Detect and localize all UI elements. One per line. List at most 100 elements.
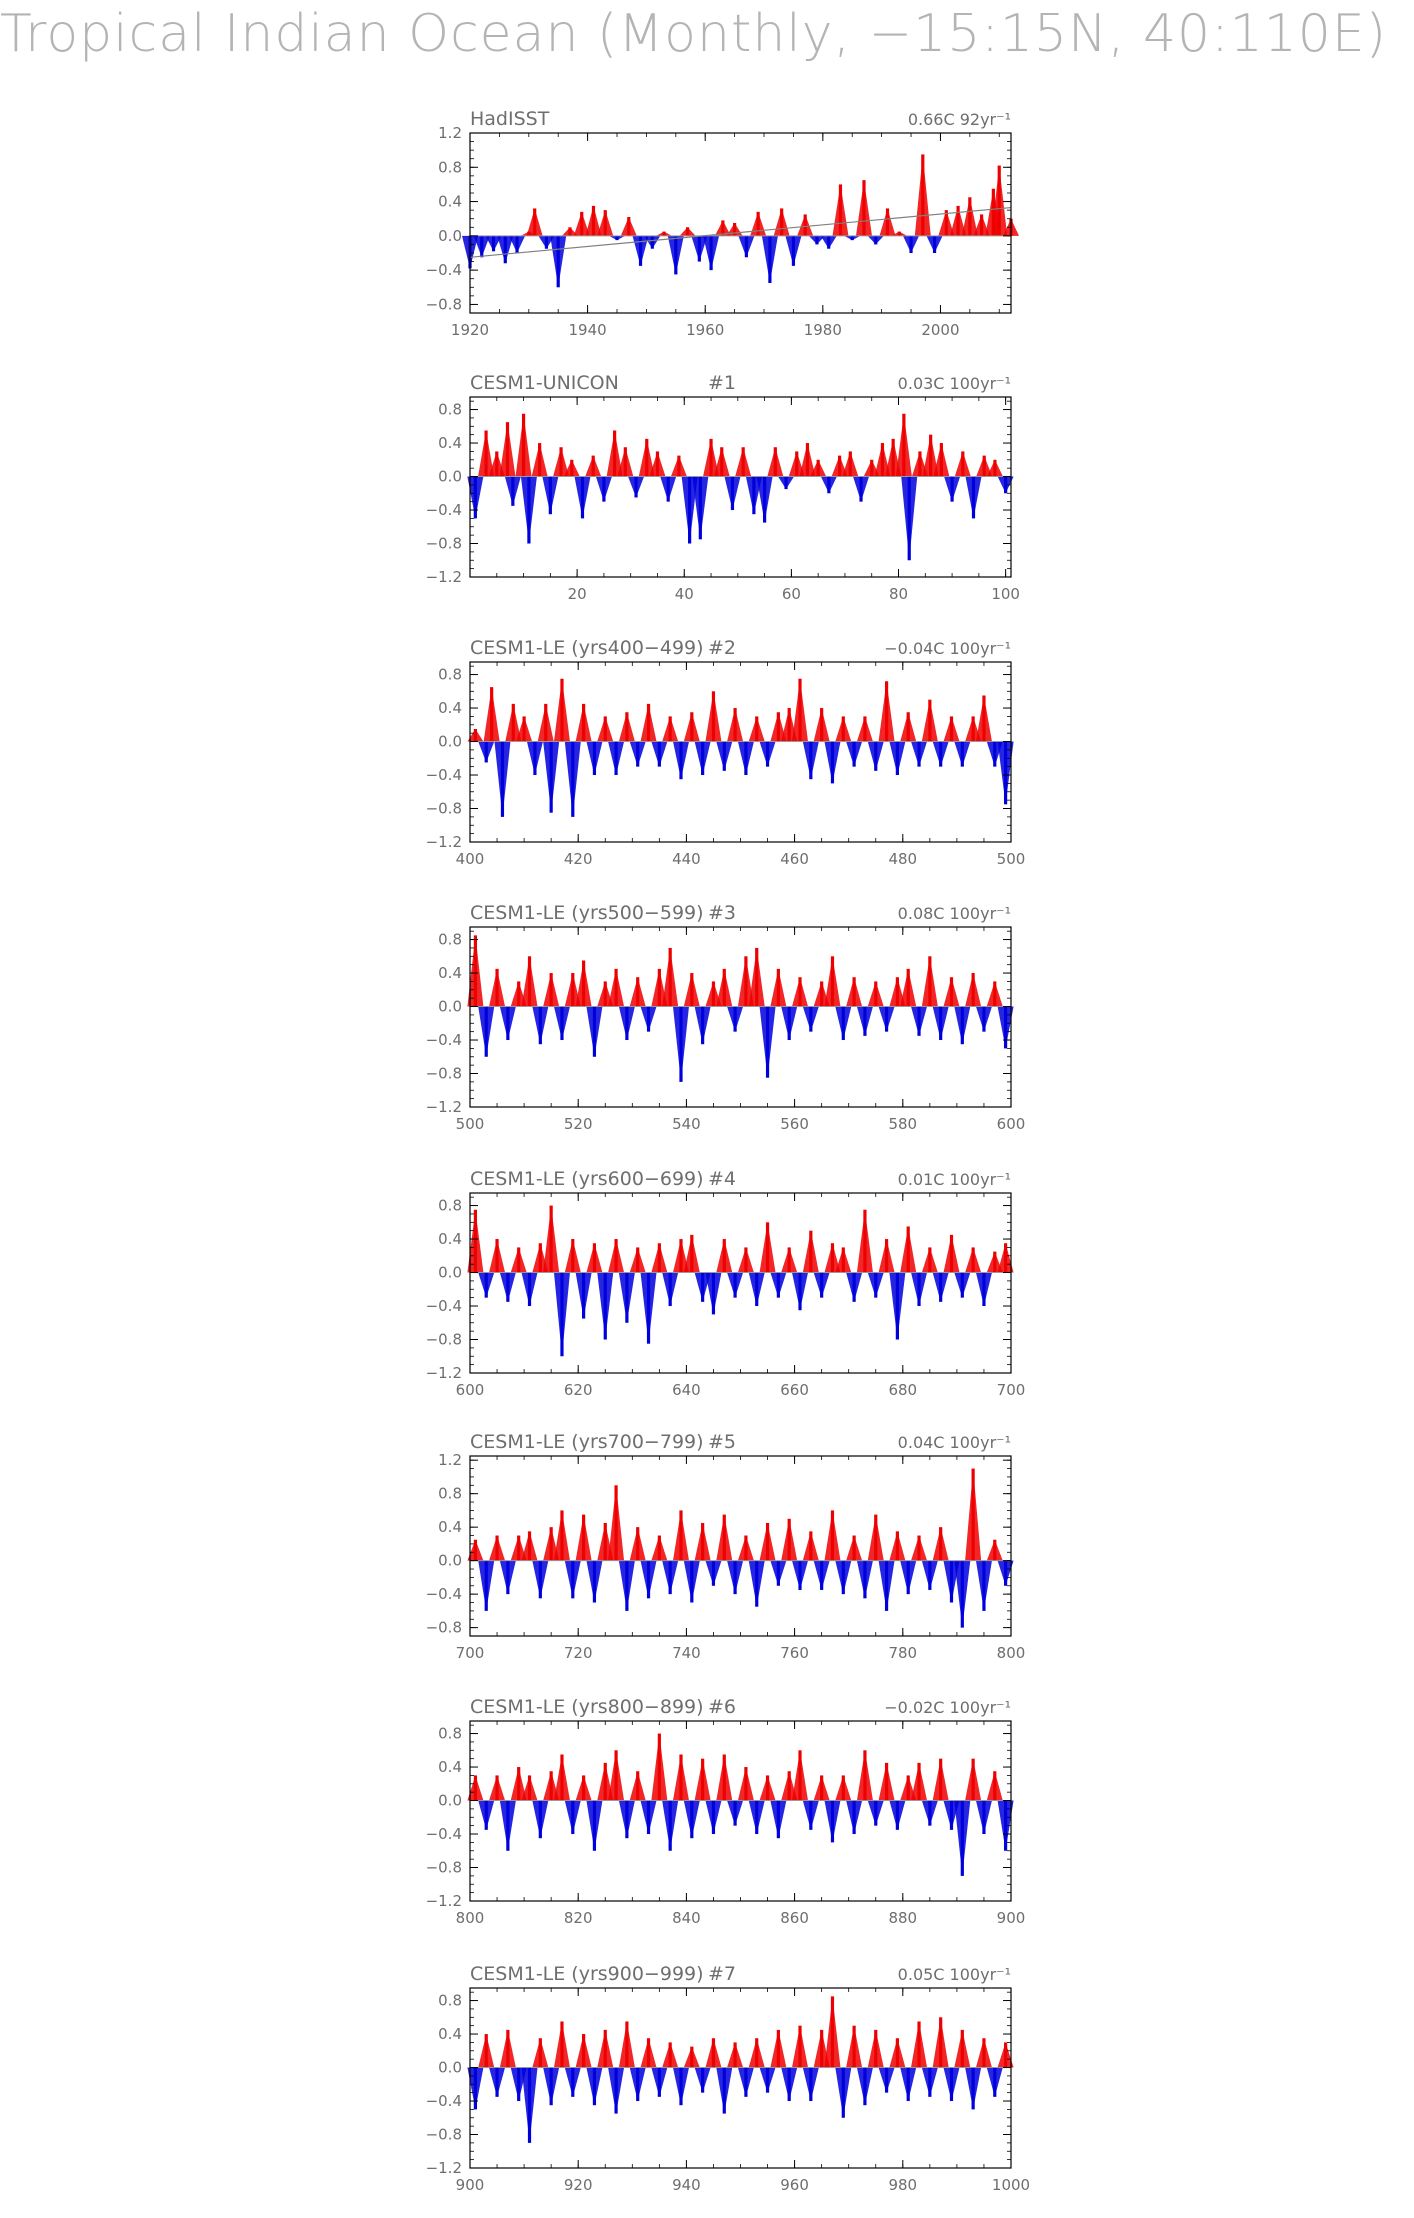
bar-cluster — [824, 1800, 841, 1843]
bar-cluster — [943, 1560, 960, 1603]
bar-cluster — [703, 235, 720, 271]
bar-cluster — [788, 451, 805, 477]
bar-cluster — [759, 1006, 776, 1078]
bar-cluster — [531, 443, 548, 477]
bar-cluster — [467, 2067, 484, 2110]
panel-run-label: #4 — [708, 1168, 736, 1190]
bar-cluster — [975, 1006, 992, 1032]
bar-cluster — [705, 981, 722, 1007]
y-tick-label: −1.2 — [426, 833, 462, 851]
bar-cluster — [835, 1006, 852, 1041]
x-tick-label: 740 — [672, 1644, 701, 1662]
y-tick-label: 0.4 — [438, 699, 462, 717]
bar-cluster — [694, 741, 711, 776]
panel-name: CESM1-LE (yrs900−999) — [470, 1963, 704, 1985]
chart-panel: −1.2 −0.8 −0.4 0.0 0.4 0.8 600 620 640 660 680 700 C… — [426, 1168, 1026, 1399]
bar-cluster — [608, 741, 625, 776]
bar-cluster — [553, 2021, 570, 2068]
bar-cluster — [504, 476, 521, 506]
x-tick-label: 920 — [564, 2176, 593, 2194]
bar-cluster — [997, 476, 1014, 494]
bar-cluster — [855, 180, 872, 236]
x-tick-label: 660 — [780, 1381, 809, 1399]
bar-cluster — [965, 1468, 982, 1561]
bar-cluster — [761, 235, 778, 283]
bar-cluster — [813, 1272, 830, 1298]
bar-cluster — [672, 2067, 689, 2106]
bar-cluster — [532, 1800, 549, 1839]
bar-cluster — [672, 1754, 689, 1801]
bar-cluster — [516, 716, 533, 742]
bar-cluster — [543, 1205, 560, 1273]
bar-cluster — [792, 1272, 809, 1311]
bar-cluster — [986, 1539, 1003, 1561]
bar-cluster — [662, 1800, 679, 1851]
bar-cluster — [489, 1775, 506, 1801]
x-tick-label: 2000 — [921, 321, 959, 339]
bar-cluster — [662, 947, 679, 1007]
bar-cluster — [597, 2029, 614, 2068]
x-tick-label: 540 — [672, 1115, 701, 1133]
bar-cluster — [526, 741, 543, 776]
chart-panel: −1.2 −0.8 −0.4 0.0 0.4 0.8 20 40 60 80 100 CESM1-UN… — [426, 372, 1020, 603]
bar-cluster — [853, 476, 870, 502]
bar-cluster — [608, 968, 625, 1007]
plot-frame — [469, 926, 1012, 1108]
bar-cluster — [681, 476, 698, 544]
chart-panel: −1.2 −0.8 −0.4 0.0 0.4 0.8 800 820 840 860 880 900 C… — [426, 1696, 1026, 1927]
x-tick-label: 580 — [888, 1115, 917, 1133]
x-tick-label: 1000 — [992, 2176, 1030, 2194]
bar-cluster — [597, 1272, 614, 1340]
bar-cluster — [954, 1272, 971, 1298]
bar-cluster — [813, 708, 830, 742]
bar-cluster — [770, 1560, 787, 1586]
bar-cluster — [756, 476, 773, 523]
bar-cluster — [986, 459, 1003, 477]
bar-cluster — [846, 741, 863, 767]
bar-cluster — [705, 1800, 722, 1835]
y-tick-label: 0.4 — [438, 1758, 462, 1776]
bar-cluster — [703, 438, 720, 477]
bar-cluster — [943, 1234, 960, 1273]
bar-cluster — [705, 2038, 722, 2068]
x-tick-label: 600 — [456, 1381, 485, 1399]
y-tick-label: 0.0 — [438, 227, 462, 245]
bar-cluster — [651, 1243, 668, 1273]
bar-cluster — [737, 2067, 754, 2097]
panel-run-label: #6 — [708, 1696, 736, 1718]
bar-cluster — [903, 235, 920, 253]
y-tick-label: −0.8 — [426, 2126, 462, 2144]
y-tick-label: −0.8 — [426, 1619, 462, 1637]
bar-cluster — [737, 741, 754, 776]
bar-cluster — [792, 1750, 809, 1801]
bar-cluster — [997, 1006, 1014, 1049]
bar-cluster — [759, 1222, 776, 1273]
x-tick-label: 700 — [997, 1381, 1026, 1399]
bar-cluster — [797, 214, 814, 236]
bar-cluster — [832, 184, 849, 236]
y-tick-label: 0.0 — [438, 998, 462, 1016]
bar-cluster — [640, 2038, 657, 2068]
bar-cluster — [644, 235, 661, 249]
bar-cluster — [748, 1560, 765, 1607]
bar-cluster — [640, 703, 657, 742]
bar-cluster — [683, 1560, 700, 1603]
bar-cluster — [713, 447, 730, 477]
y-tick-label: −0.8 — [426, 1065, 462, 1083]
bar-cluster — [640, 1560, 657, 1599]
bar-cluster — [467, 1209, 484, 1273]
bar-cluster — [694, 1522, 711, 1561]
bar-cluster — [961, 197, 978, 236]
x-tick-label: 500 — [997, 850, 1026, 868]
bar-cluster — [489, 2067, 506, 2097]
bar-cluster — [727, 1272, 744, 1298]
bar-cluster — [515, 413, 532, 477]
y-tick-label: −0.8 — [426, 295, 462, 313]
x-tick-label: 1980 — [804, 321, 842, 339]
bar-cluster — [478, 2034, 495, 2068]
bar-cluster — [586, 1243, 603, 1273]
bar-cluster — [575, 1272, 592, 1319]
bar-cluster — [976, 455, 993, 477]
bar-cluster — [874, 443, 891, 477]
bar-cluster — [575, 960, 592, 1007]
